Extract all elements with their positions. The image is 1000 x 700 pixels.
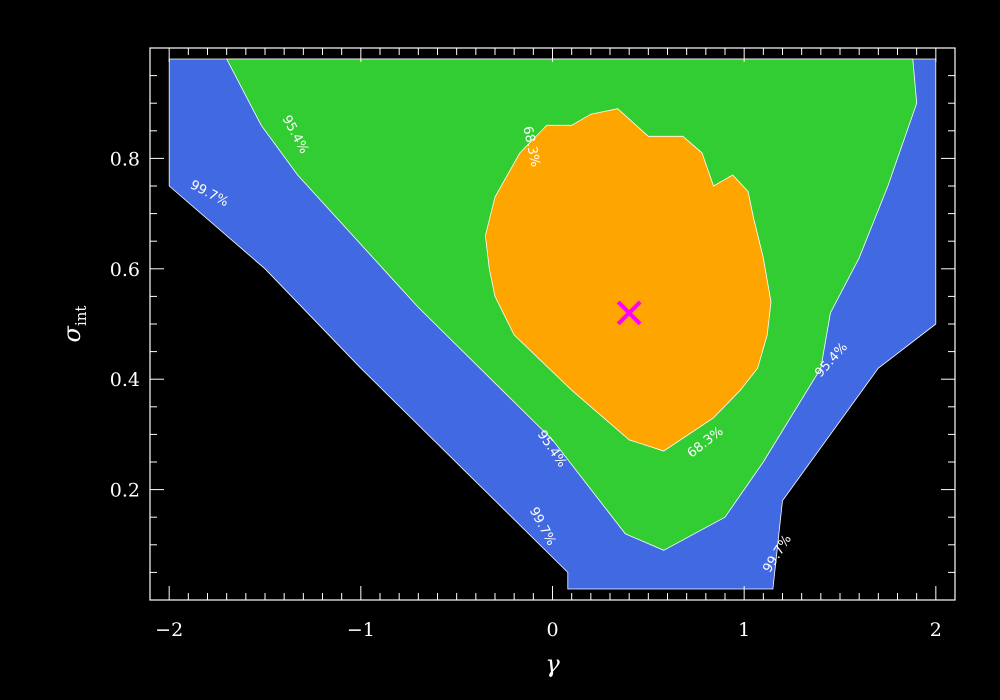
x-axis-label: γ: [545, 650, 560, 678]
x-tick-label: 2: [930, 619, 942, 641]
y-tick-label: 0.8: [110, 148, 140, 170]
x-tick-label: −2: [155, 619, 183, 641]
y-tick-label: 0.4: [110, 369, 140, 391]
y-tick-label: 0.2: [110, 480, 140, 502]
x-tick-label: −1: [347, 619, 375, 641]
best-fit-x-stroke: [616, 300, 642, 326]
best-fit-marker: [616, 300, 642, 326]
y-axis-label-symbol: σ: [58, 325, 86, 342]
region-68-3pct: [484, 108, 772, 452]
confidence-regions: [168, 58, 937, 590]
x-tick-label: 1: [738, 619, 750, 641]
y-tick-label: 0.6: [110, 259, 140, 281]
y-axis-label-subscript: int: [72, 306, 90, 327]
axis-ticks: −2 −1 0 1 2 0.2 0.4 0.6 0.8: [110, 47, 956, 641]
y-axis-label: σint: [58, 306, 90, 343]
x-tick-label: 0: [546, 619, 558, 641]
